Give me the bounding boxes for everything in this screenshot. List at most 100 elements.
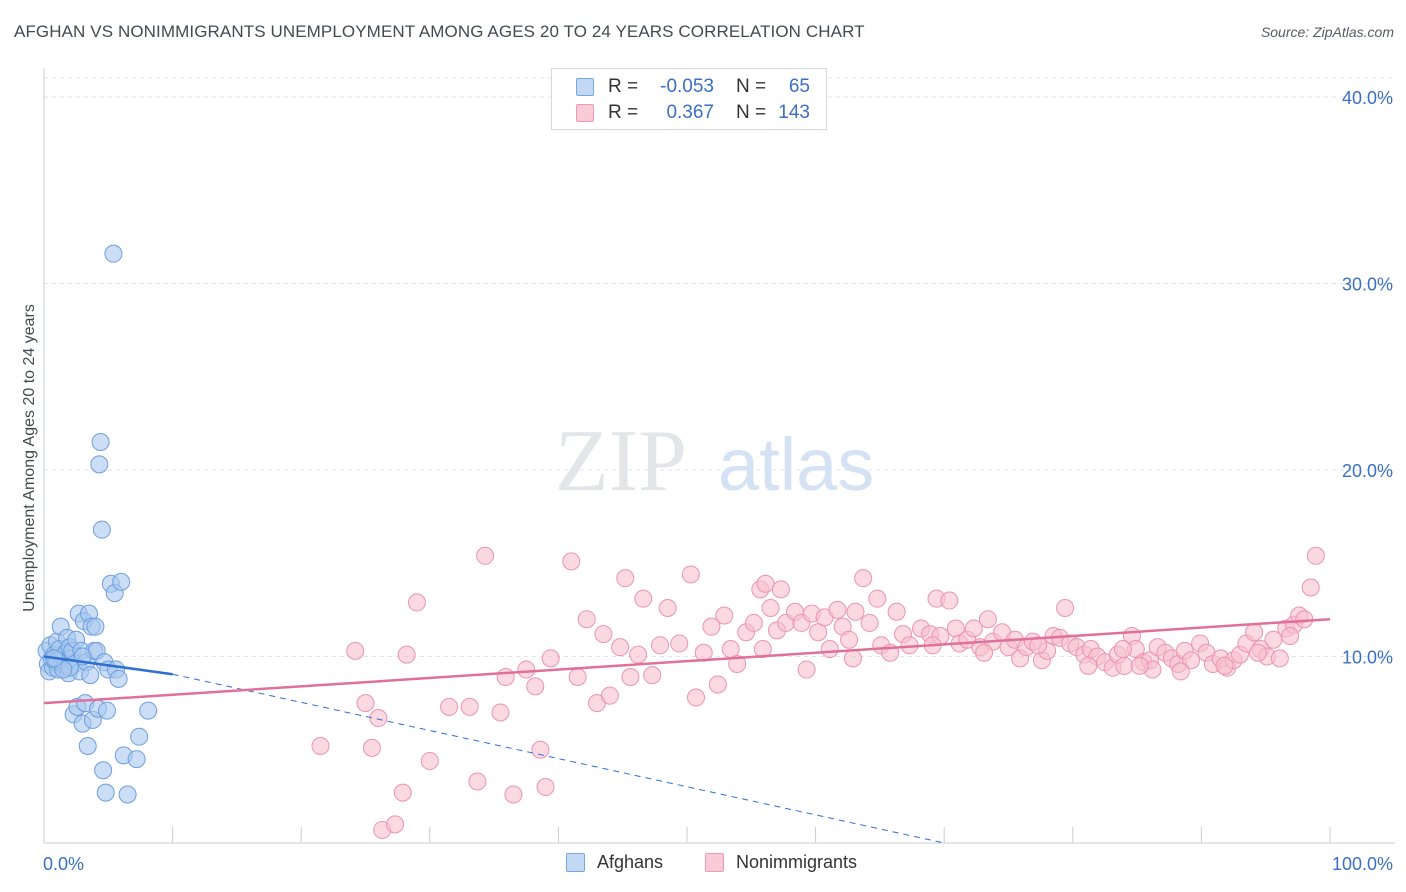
nonimmigrant-point (1306, 546, 1325, 565)
watermark-zip: ZIP (555, 413, 687, 510)
nonimmigrant-point (687, 688, 706, 707)
nonimmigrant-point (809, 623, 828, 642)
afghans-legend-label: Afghans (597, 852, 664, 872)
nonimmigrant-point (860, 613, 879, 632)
nonimmigrant-point (536, 778, 555, 797)
nonimmigrant-point (828, 600, 847, 619)
nonimmigrant-point (393, 783, 412, 802)
r-value: -0.053 (660, 76, 714, 97)
nonimmigrant-point (975, 643, 994, 662)
n-label: N = (736, 102, 767, 123)
nonimmigrant-point (708, 675, 727, 694)
nonimmigrant-point (594, 625, 613, 644)
nonimmigrant-point (362, 738, 381, 757)
nonimmigrant-point (843, 649, 862, 668)
nonimmigrant-point (797, 660, 816, 679)
watermark: ZIP atlas (555, 413, 874, 510)
nonimmigrant-point (820, 640, 839, 659)
r-label: R = (608, 76, 639, 97)
nonimmigrant-point (616, 569, 635, 588)
n-value: 143 (778, 102, 810, 123)
nonimmigrant-point (517, 660, 536, 679)
afghan-point (90, 455, 109, 474)
r-value: 0.367 (666, 102, 714, 123)
n-label: N = (736, 76, 767, 97)
nonimmigrant-point (1270, 649, 1289, 668)
nonimmigrant-point (940, 591, 959, 610)
afghans-legend-swatch (566, 853, 585, 872)
nonimmigrant-point (978, 610, 997, 629)
afghan-point (98, 701, 117, 720)
nonimmigrant-point (1264, 630, 1283, 649)
nonimmigrant-point (715, 606, 734, 625)
nonimmigrant-point (577, 610, 596, 629)
nonimmigrants-trend-line (43, 617, 1331, 705)
afghan-point (92, 520, 111, 539)
nonimmigrant-point (407, 593, 426, 612)
nonimmigrant-point (1113, 640, 1132, 659)
afghans-swatch (576, 78, 594, 96)
y-tick-label: 30.0% (1342, 275, 1393, 295)
nonimmigrant-point (1295, 610, 1314, 629)
nonimmigrant-point (868, 589, 887, 608)
nonimmigrant-point (1245, 623, 1264, 642)
afghan-point (112, 572, 131, 591)
afghan-point (130, 727, 149, 746)
nonimmigrant-point (496, 668, 515, 687)
source-label: Source: ZipAtlas.com (1260, 24, 1394, 40)
n-value: 65 (788, 76, 810, 97)
nonimmigrant-point (1182, 651, 1201, 670)
legend-item-nonimmigrants[interactable]: Nonimmigrants (705, 852, 857, 873)
nonimmigrant-point (568, 668, 587, 687)
nonimmigrant-point (634, 589, 653, 608)
nonimmigrant-point (1079, 656, 1098, 675)
nonimmigrant-point (504, 785, 523, 804)
nonimmigrant-point (356, 694, 375, 713)
series-legend: Afghans Nonimmigrants (0, 852, 1406, 878)
nonimmigrant-point (1171, 662, 1190, 681)
grid-layer (44, 77, 1395, 657)
nonimmigrant-point (440, 697, 459, 716)
y-tick-label: 40.0% (1342, 88, 1393, 108)
nonimmigrant-point (386, 815, 405, 834)
tick-labels: 10.0% 20.0% 30.0% 40.0% 0.0% 100.0% (43, 88, 1393, 874)
nonimmigrants-legend-label: Nonimmigrants (736, 852, 858, 872)
nonimmigrant-point (420, 751, 439, 770)
nonimmigrant-point (771, 580, 790, 599)
nonimmigrant-point (541, 649, 560, 668)
afghan-point (109, 669, 128, 688)
nonimmigrant-point (728, 654, 747, 673)
afghan-point (139, 701, 158, 720)
nonimmigrant-point (1215, 656, 1234, 675)
nonimmigrant-point (526, 677, 545, 696)
nonimmigrant-point (1281, 626, 1300, 645)
legend-item-afghans[interactable]: Afghans (566, 852, 663, 873)
x-tick-label-max: 100.0% (1332, 854, 1393, 874)
x-tick-label-min: 0.0% (43, 854, 84, 874)
nonimmigrant-point (531, 740, 550, 759)
nonimmigrant-point (887, 602, 906, 621)
nonimmigrant-point (397, 645, 416, 664)
nonimmigrant-point (621, 668, 640, 687)
nonimmigrant-point (658, 599, 677, 618)
legend-row-afghans: R = -0.053 N = 65 (576, 74, 810, 100)
nonimmigrant-point (681, 565, 700, 584)
nonimmigrant-point (650, 636, 669, 655)
nonimmigrant-point (369, 709, 388, 728)
nonimmigrant-point (491, 703, 510, 722)
nonimmigrant-point (840, 630, 859, 649)
afghan-point (118, 785, 137, 804)
nonimmigrant-point (468, 772, 487, 791)
legend-row-nonimmigrants: R = 0.367 N = 143 (576, 100, 810, 126)
nonimmigrant-point (1301, 578, 1320, 597)
nonimmigrant-point (611, 638, 630, 657)
nonimmigrant-point (643, 666, 662, 685)
afghan-point (81, 666, 100, 685)
afghan-point (91, 433, 110, 452)
nonimmigrant-point (854, 569, 873, 588)
nonimmigrant-point (600, 686, 619, 705)
nonimmigrant-point (753, 640, 772, 659)
nonimmigrant-point (702, 617, 721, 636)
y-tick-label: 10.0% (1342, 648, 1393, 668)
axes-layer (43, 68, 1395, 844)
